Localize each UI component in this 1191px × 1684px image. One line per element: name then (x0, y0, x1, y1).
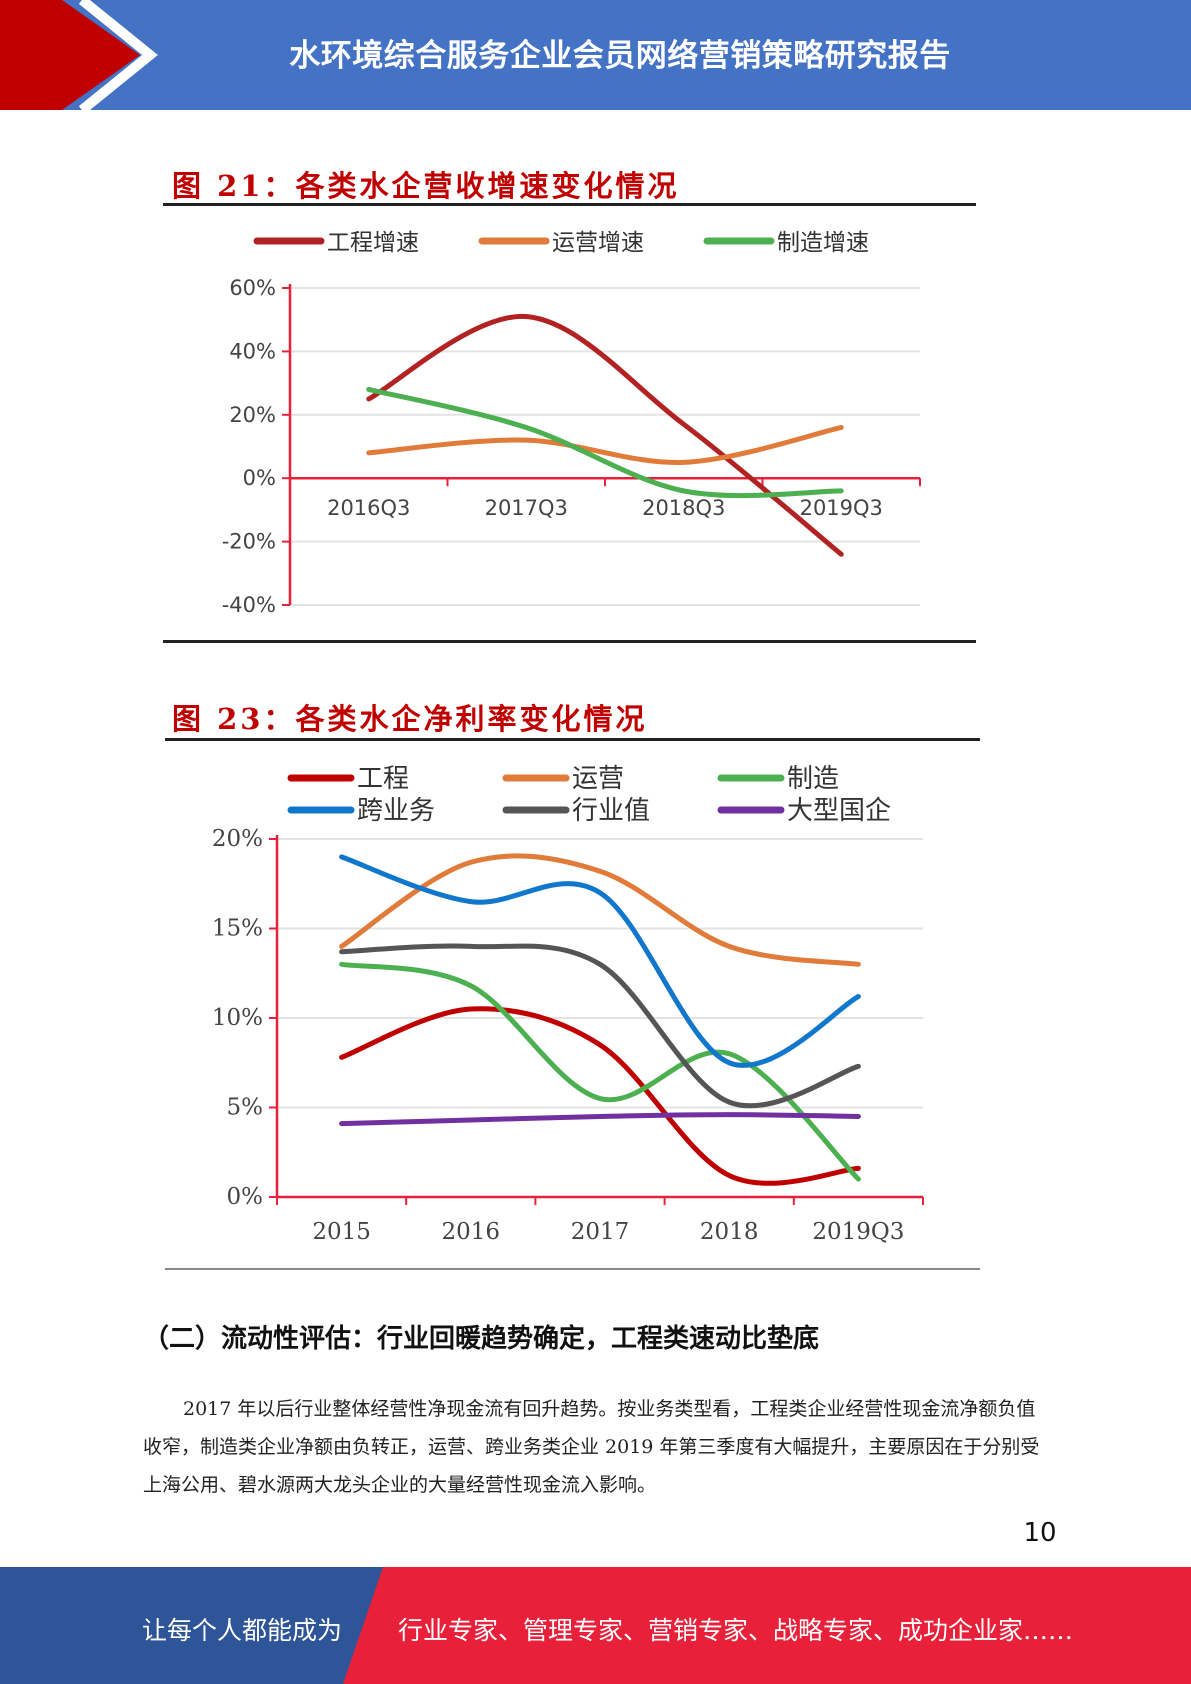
y-tick-label: -40% (222, 593, 276, 617)
series-line (366, 386, 844, 499)
legend-label: 工程增速 (327, 230, 419, 256)
series-line (366, 314, 844, 557)
x-tick-label: 2019Q3 (812, 1219, 904, 1245)
y-tick-label: 20% (229, 403, 276, 427)
series-line (339, 1006, 861, 1186)
figure-21-title: 图 21：各类水企营收增速变化情况 (172, 169, 680, 203)
y-tick-label: 10% (212, 1005, 263, 1031)
x-tick-label: 2017 (571, 1219, 630, 1245)
y-tick-label: 60% (229, 276, 276, 300)
page-footer: 让每个人都能成为 行业专家、管理专家、营销专家、战略专家、成功企业家…… (0, 1567, 1191, 1684)
legend-label: 跨业务 (357, 796, 435, 826)
net-margin-chart: 20% 15% 10% 5% 0% 2015 2016 2017 2018 2019Q3 工程 运营 制… (212, 764, 924, 1245)
y-tick-label: -20% (222, 530, 276, 554)
y-tick-label: 40% (229, 339, 276, 363)
body-paragraph: 2017 年以后行业整体经营性净现金流有回升趋势。按业务类型看，工程类企业经营性… (143, 1398, 1040, 1496)
series-line (339, 854, 861, 1068)
x-tick-label: 2018Q3 (642, 496, 725, 520)
legend-label: 运营增速 (552, 230, 644, 256)
legend-label: 制造增速 (777, 230, 869, 256)
y-tick-label: 0% (227, 1184, 264, 1210)
section-heading: （二）流动性评估：行业回暖趋势确定，工程类速动比垫底 (143, 1324, 820, 1354)
x-tick-label: 2015 (312, 1219, 371, 1245)
footer-banner (0, 1567, 1191, 1684)
header-arrow-icon (0, 0, 158, 110)
figure-21-bottom-rule (163, 640, 976, 643)
y-tick-label: 0% (243, 466, 276, 490)
y-tick-label: 15% (212, 916, 263, 942)
page-header: 水环境综合服务企业会员网络营销策略研究报告 (0, 0, 1191, 110)
legend-label: 大型国企 (787, 796, 891, 826)
x-tick-label: 2016Q3 (327, 496, 410, 520)
y-tick-label: 20% (212, 826, 263, 852)
x-tick-label: 2018 (700, 1219, 759, 1245)
series-line (339, 961, 861, 1182)
figure-23-bottom-rule (165, 1268, 980, 1270)
y-tick-label: 5% (227, 1095, 264, 1121)
x-tick-label: 2016 (442, 1219, 501, 1245)
x-tick-label: 2017Q3 (485, 496, 568, 520)
legend-label: 制造 (787, 764, 839, 794)
legend-label: 运营 (572, 764, 624, 794)
page-number: 10 (1023, 1518, 1057, 1548)
series-line (339, 1112, 861, 1127)
footer-slogan-left: 让每个人都能成为 (142, 1616, 343, 1645)
revenue-growth-chart: 60% 40% 20% 0% -20% -40% 2016Q3 2017Q3 2018Q3 201… (222, 230, 921, 617)
footer-slogan-right: 行业专家、管理专家、营销专家、战略专家、成功企业家…… (398, 1616, 1074, 1645)
series-line (366, 424, 844, 465)
figure-21-top-rule (163, 203, 976, 206)
legend-label: 工程 (357, 764, 409, 794)
x-tick-label: 2019Q3 (800, 496, 883, 520)
figure-23-title: 图 23：各类水企净利率变化情况 (172, 702, 648, 736)
figure-23-top-rule (165, 738, 980, 741)
series-line (339, 943, 861, 1109)
legend-label: 行业值 (572, 796, 650, 826)
report-title: 水环境综合服务企业会员网络营销策略研究报告 (289, 38, 951, 74)
